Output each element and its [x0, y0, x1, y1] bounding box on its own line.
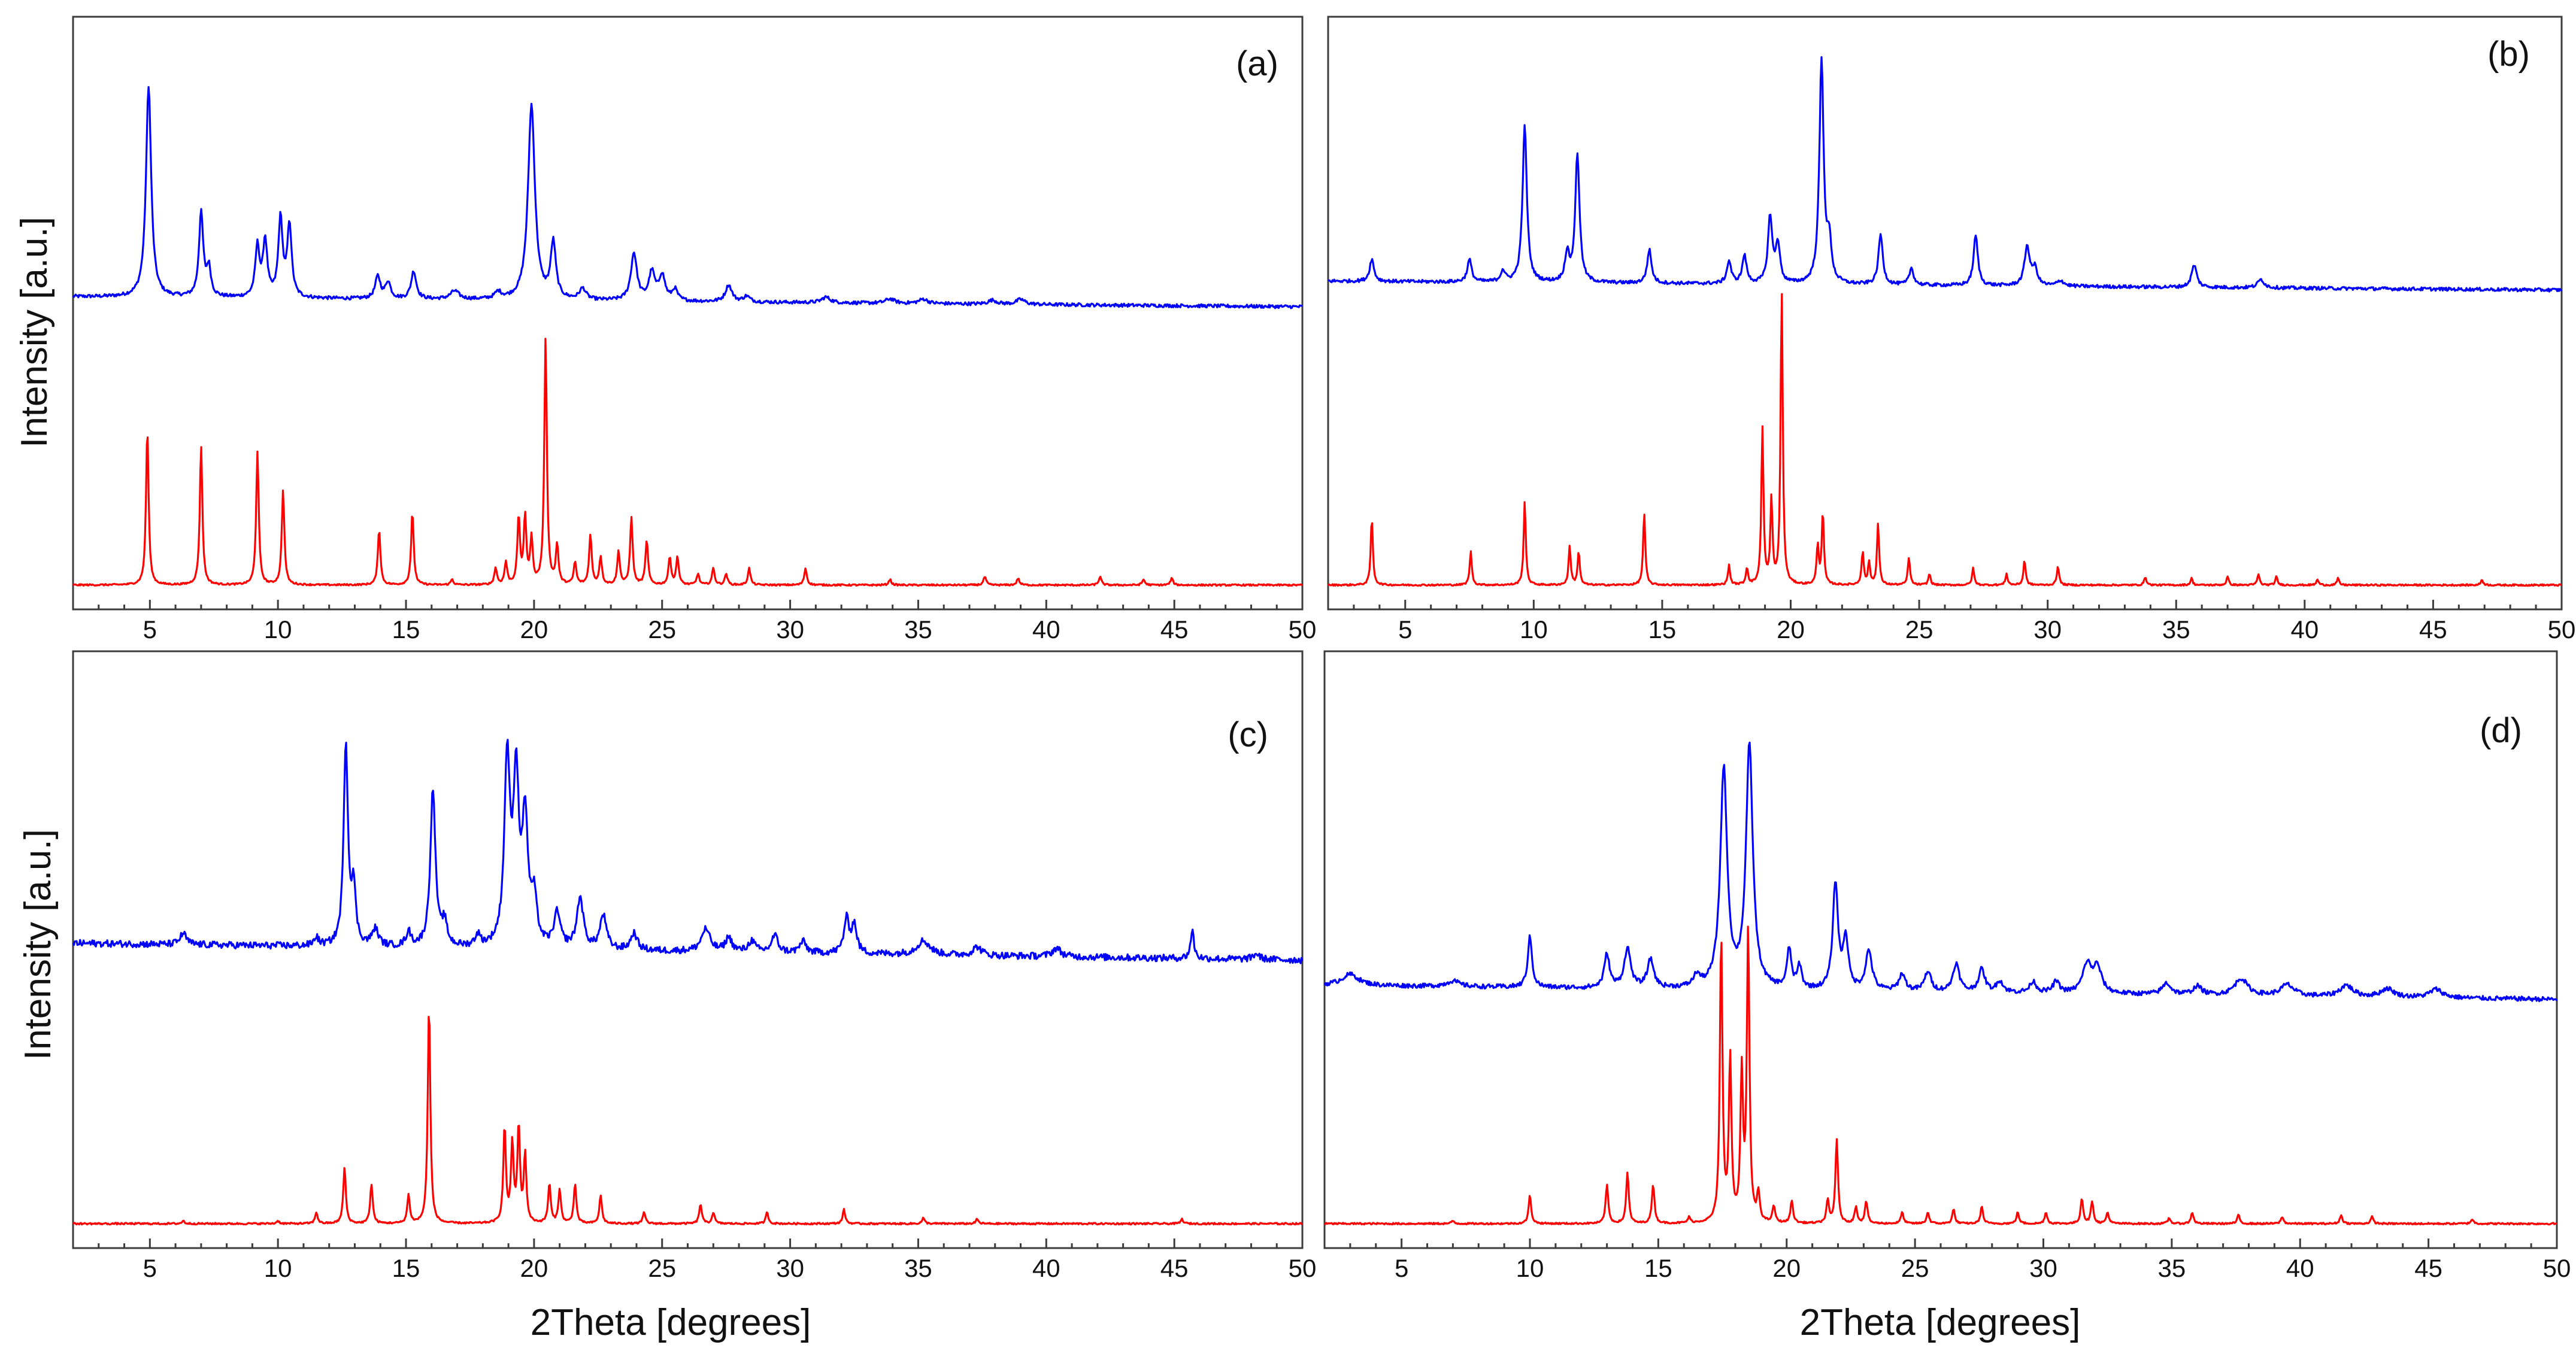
panel-a-tick-label-45: 45 — [1160, 615, 1189, 643]
panel-d-tick-label-15: 15 — [1644, 1254, 1672, 1282]
panel-b-tick-label-25: 25 — [1905, 615, 1933, 643]
panel-a-lower-trace — [72, 338, 1303, 587]
panel-a-ticks: 5 10 15 20 25 30 35 40 45 50 — [72, 600, 1317, 643]
panel-b-lower-trace — [1327, 293, 2562, 587]
panel-c-frame — [72, 650, 1304, 1249]
panel-d-tick-label-50: 50 — [2543, 1254, 2571, 1282]
panel-d-tick-label-20: 20 — [1772, 1254, 1801, 1282]
panel-a-tick-label-5: 5 — [143, 615, 157, 643]
panel-b-tick-label-10: 10 — [1520, 615, 1548, 643]
panel-c-tick-label-30: 30 — [776, 1254, 804, 1282]
panel-d-frame — [1323, 650, 2558, 1249]
y-axis-title-top: Intensity [a.u.] — [14, 217, 55, 448]
panel-b-traces — [1327, 56, 2563, 587]
panel-b-ticks: 5 10 15 20 25 30 35 40 45 50 — [1327, 600, 2576, 643]
panel-a-tick-label-50: 50 — [1289, 615, 1317, 643]
panel-c: 5 10 15 20 25 30 35 40 45 50 (c) — [72, 650, 1317, 1282]
panel-c-tick-label-45: 45 — [1160, 1254, 1189, 1282]
panel-d: 5 10 15 20 25 30 35 40 45 50 (d) — [1323, 650, 2571, 1282]
x-axis-title-right: 2Theta [degrees] — [1800, 1302, 2081, 1343]
panel-d-traces — [1323, 741, 2558, 1226]
panel-d-tick-label-40: 40 — [2286, 1254, 2314, 1282]
panel-a-tick-label-35: 35 — [904, 615, 932, 643]
panel-d-tick-label-35: 35 — [2158, 1254, 2186, 1282]
panel-c-tick-label-40: 40 — [1032, 1254, 1060, 1282]
panel-d-tick-label-30: 30 — [2029, 1254, 2057, 1282]
panel-c-upper-trace — [72, 739, 1304, 964]
panel-a-tick-label-20: 20 — [520, 615, 548, 643]
panel-b-upper-trace — [1328, 56, 2563, 293]
panel-c-tick-label-10: 10 — [264, 1254, 292, 1282]
panel-c-tick-label-15: 15 — [392, 1254, 420, 1282]
panel-d-lower-trace — [1324, 925, 2557, 1226]
panel-b-tick-label-35: 35 — [2162, 615, 2190, 643]
panel-d-tick-label-25: 25 — [1901, 1254, 1929, 1282]
panel-d-tick-label-10: 10 — [1516, 1254, 1544, 1282]
panel-b-tick-label-15: 15 — [1648, 615, 1677, 643]
panel-b-frame — [1327, 16, 2563, 611]
panel-c-ticks: 5 10 15 20 25 30 35 40 45 50 — [72, 1238, 1317, 1282]
panel-c-tick-label-25: 25 — [648, 1254, 676, 1282]
panel-b-tick-label-20: 20 — [1777, 615, 1805, 643]
panel-a-tick-label-15: 15 — [392, 615, 420, 643]
panel-a-frame — [72, 16, 1304, 611]
panel-b-tick-label-30: 30 — [2033, 615, 2062, 643]
panel-c-tick-label-5: 5 — [143, 1254, 157, 1282]
panel-a-tick-label-40: 40 — [1032, 615, 1060, 643]
panel-a-tick-label-25: 25 — [648, 615, 676, 643]
panel-c-tick-label-50: 50 — [1289, 1254, 1317, 1282]
x-axis-title-left: 2Theta [degrees] — [531, 1302, 811, 1343]
panel-d-label: (d) — [2480, 711, 2522, 750]
panel-a-upper-trace — [72, 86, 1303, 309]
y-axis-title-bottom: Intensity [a.u.] — [17, 829, 59, 1060]
panel-a: 5 10 15 20 25 30 35 40 45 50 (a) — [72, 16, 1317, 643]
panel-c-lower-trace — [72, 1015, 1303, 1226]
panel-c-label: (c) — [1228, 715, 1268, 754]
panel-b-label: (b) — [2487, 35, 2530, 74]
panel-b-tick-label-40: 40 — [2290, 615, 2319, 643]
panel-c-tick-label-35: 35 — [904, 1254, 932, 1282]
panel-a-traces — [72, 86, 1303, 587]
panel-d-tick-label-45: 45 — [2414, 1254, 2442, 1282]
panel-c-tick-label-20: 20 — [520, 1254, 548, 1282]
panel-b: 5 10 15 20 25 30 35 40 45 50 (b) — [1327, 16, 2576, 643]
panel-b-tick-label-5: 5 — [1398, 615, 1412, 643]
panel-a-label: (a) — [1236, 44, 1278, 83]
panel-a-tick-label-30: 30 — [776, 615, 804, 643]
panel-b-tick-label-50: 50 — [2548, 615, 2576, 643]
panel-c-traces — [72, 739, 1304, 1226]
panel-b-tick-label-45: 45 — [2419, 615, 2447, 643]
panel-d-upper-trace — [1323, 741, 2558, 1003]
panel-d-tick-label-5: 5 — [1395, 1254, 1408, 1282]
panel-d-ticks: 5 10 15 20 25 30 35 40 45 50 — [1323, 1238, 2571, 1282]
panel-a-tick-label-10: 10 — [264, 615, 292, 643]
